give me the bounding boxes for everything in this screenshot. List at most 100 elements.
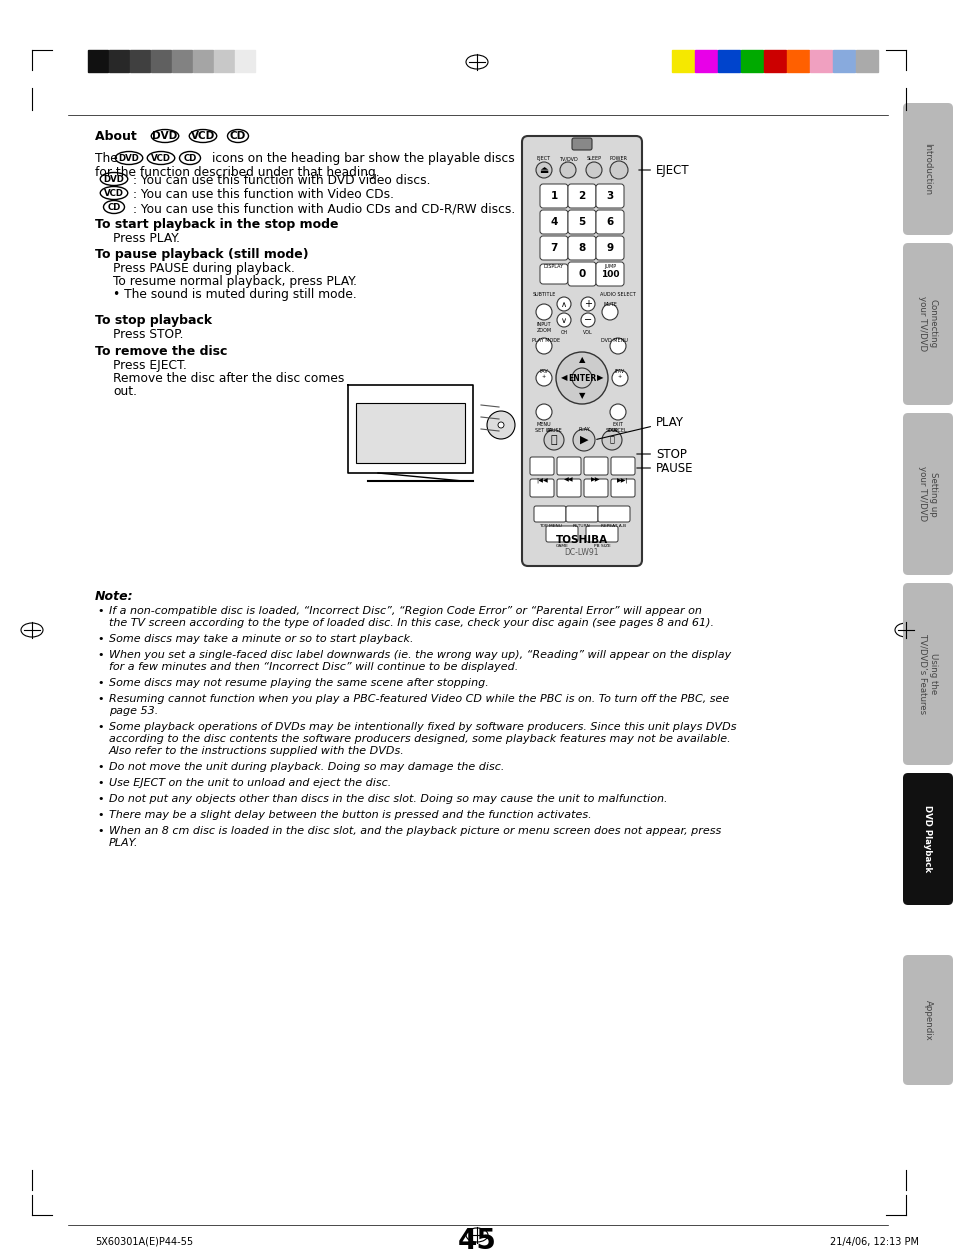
Text: FAV
+: FAV + [539, 369, 548, 379]
Text: ▼: ▼ [578, 392, 584, 400]
FancyBboxPatch shape [534, 506, 565, 522]
Bar [151, 50, 171, 72]
Text: Note:: Note: [95, 590, 133, 603]
Text: SUBTITLE: SUBTITLE [532, 292, 555, 297]
FancyBboxPatch shape [902, 583, 952, 765]
Text: VCD: VCD [151, 154, 171, 162]
Circle shape [601, 303, 618, 320]
Text: Some playback operations of DVDs may be intentionally fixed by software producer: Some playback operations of DVDs may be … [109, 721, 736, 731]
Text: AUDIO SELECT: AUDIO SELECT [599, 292, 636, 297]
Text: INPUT
ZOOM: INPUT ZOOM [536, 322, 551, 332]
Text: DVD: DVD [152, 131, 177, 141]
Text: 0: 0 [578, 269, 585, 279]
Bar [193, 50, 213, 72]
Circle shape [609, 404, 625, 421]
Text: •: • [97, 606, 103, 616]
FancyBboxPatch shape [521, 136, 641, 567]
Circle shape [609, 337, 625, 354]
Text: Introduction: Introduction [923, 144, 931, 195]
Text: To stop playback: To stop playback [95, 313, 212, 327]
Bar [88, 50, 108, 72]
Text: VCD: VCD [191, 131, 214, 141]
Text: DVD MENU: DVD MENU [600, 337, 627, 342]
Text: Do not put any objects other than discs in the disc slot. Doing so may cause the: Do not put any objects other than discs … [109, 794, 667, 805]
Text: •: • [97, 810, 103, 820]
Circle shape [585, 162, 601, 178]
Text: RETURN: RETURN [573, 524, 590, 528]
Text: •: • [97, 650, 103, 660]
Text: STOP: STOP [636, 447, 686, 461]
FancyBboxPatch shape [557, 478, 580, 497]
Bar [786, 50, 808, 72]
Text: MENU
SET UP: MENU SET UP [535, 422, 552, 433]
Circle shape [573, 429, 595, 451]
FancyBboxPatch shape [902, 956, 952, 1085]
Text: icons on the heading bar show the playable discs: icons on the heading bar show the playab… [212, 152, 515, 165]
Text: PLAY: PLAY [596, 415, 683, 439]
Bar [355, 403, 464, 463]
Text: The: The [95, 152, 121, 165]
Text: Setting up
your TV/DVD: Setting up your TV/DVD [918, 466, 937, 521]
FancyBboxPatch shape [585, 526, 618, 543]
Text: ⏏: ⏏ [538, 165, 548, 175]
FancyBboxPatch shape [598, 506, 629, 522]
Text: DVD Playback: DVD Playback [923, 806, 931, 872]
FancyBboxPatch shape [610, 457, 635, 475]
Circle shape [572, 368, 592, 388]
Text: IFAV
+: IFAV + [615, 369, 624, 379]
Circle shape [543, 431, 563, 449]
Text: 7: 7 [550, 243, 558, 253]
Text: Connecting
your TV/DVD: Connecting your TV/DVD [918, 296, 937, 351]
Text: Some discs may take a minute or so to start playback.: Some discs may take a minute or so to st… [109, 635, 413, 645]
FancyBboxPatch shape [539, 235, 567, 261]
Text: 45: 45 [457, 1228, 496, 1255]
Bar [763, 50, 785, 72]
Text: page 53.: page 53. [109, 706, 158, 716]
Text: •: • [97, 679, 103, 687]
Text: −: − [583, 315, 592, 325]
Bar [130, 50, 150, 72]
Circle shape [536, 162, 552, 178]
FancyBboxPatch shape [902, 103, 952, 235]
Text: ◀◀: ◀◀ [563, 477, 573, 482]
Text: ⬛: ⬛ [609, 436, 614, 444]
Text: When an 8 cm disc is loaded in the disc slot, and the playback picture or menu s: When an 8 cm disc is loaded in the disc … [109, 826, 720, 836]
FancyBboxPatch shape [572, 138, 592, 150]
Circle shape [536, 303, 552, 320]
Text: JUMP: JUMP [603, 264, 616, 269]
Bar [671, 50, 693, 72]
Text: +: + [583, 298, 592, 308]
Bar [809, 50, 831, 72]
Text: ▶: ▶ [597, 374, 602, 383]
Circle shape [486, 410, 515, 439]
Text: PLAY MODE: PLAY MODE [532, 337, 559, 342]
Text: PAUSE: PAUSE [636, 462, 693, 475]
FancyBboxPatch shape [902, 243, 952, 405]
Text: out.: out. [112, 385, 137, 398]
Text: •: • [97, 762, 103, 772]
Text: GAME: GAME [555, 544, 568, 548]
Bar [718, 50, 740, 72]
FancyBboxPatch shape [567, 235, 596, 261]
Text: PB SIZE: PB SIZE [593, 544, 610, 548]
Text: STOP: STOP [605, 428, 618, 433]
Text: ▲: ▲ [578, 355, 584, 365]
FancyBboxPatch shape [596, 235, 623, 261]
Text: TOSHIBA: TOSHIBA [556, 535, 607, 545]
Text: REPEAT A-B: REPEAT A-B [600, 524, 626, 528]
Text: EXIT
CANCEL: EXIT CANCEL [607, 422, 627, 433]
FancyBboxPatch shape [539, 184, 567, 208]
FancyBboxPatch shape [539, 210, 567, 234]
Bar [109, 50, 129, 72]
Circle shape [580, 297, 595, 311]
FancyBboxPatch shape [565, 506, 598, 522]
Text: •: • [97, 826, 103, 836]
Text: ∧: ∧ [560, 300, 566, 308]
Text: TOP MENU: TOP MENU [538, 524, 561, 528]
Circle shape [557, 297, 571, 311]
Text: 5: 5 [578, 217, 585, 227]
Circle shape [601, 431, 621, 449]
Text: 100: 100 [600, 269, 618, 278]
FancyBboxPatch shape [539, 264, 567, 285]
Text: 2: 2 [578, 191, 585, 201]
